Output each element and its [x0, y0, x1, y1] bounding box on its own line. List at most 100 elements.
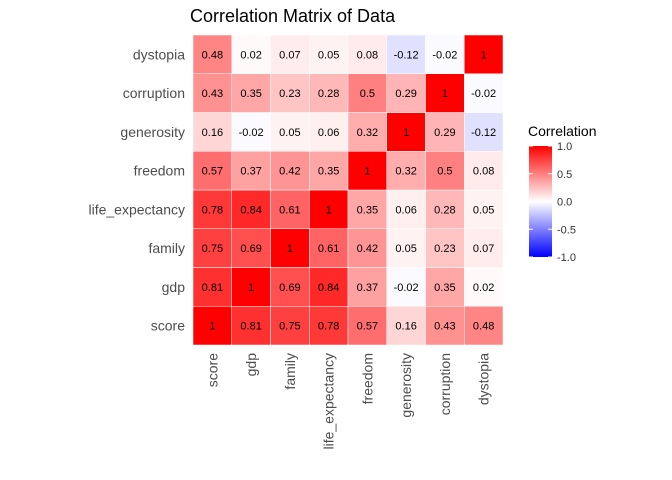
heatmap-cell-gdp-life_expectancy — [309, 267, 349, 307]
cell-value-freedom-corruption: 0.5 — [437, 166, 452, 178]
heatmap-cell-score-gdp — [231, 306, 271, 346]
cell-value-dystopia-generosity: -0.12 — [394, 49, 419, 61]
cell-value-family-dystopia: 0.07 — [473, 243, 494, 255]
cell-value-gdp-score: 0.81 — [202, 282, 223, 294]
heatmap-cell-generosity-freedom — [347, 112, 387, 152]
cell-value-score-generosity: 0.16 — [395, 321, 416, 333]
legend-title: Correlation — [528, 123, 596, 139]
heatmap-cell-corruption-corruption — [425, 73, 465, 113]
y-tick-generosity: generosity — [120, 124, 185, 140]
cell-value-life_expectancy-family: 0.61 — [279, 204, 300, 216]
heatmap-cells — [192, 34, 504, 346]
heatmap-cell-family-freedom — [347, 228, 387, 268]
cell-value-freedom-family: 0.42 — [279, 166, 300, 178]
heatmap-cell-dystopia-freedom — [347, 34, 387, 74]
heatmap-cell-generosity-generosity — [386, 112, 426, 152]
x-tick-corruption: corruption — [437, 353, 453, 415]
cell-value-freedom-life_expectancy: 0.35 — [318, 166, 339, 178]
cell-value-gdp-freedom: 0.37 — [357, 282, 378, 294]
heatmap-cell-life_expectancy-score — [192, 189, 232, 229]
x-axis-tick-labels: score gdp family life_expectancy freedom gene… — [204, 353, 491, 450]
legend-tick-label: 1.0 — [557, 141, 572, 153]
legend-ticks: 1.0 0.5 0.0 -0.5 -1.0 — [529, 141, 576, 264]
cell-value-corruption-dystopia: -0.02 — [471, 88, 496, 100]
x-tick-gdp: gdp — [243, 353, 259, 377]
heatmap-cell-family-life_expectancy — [309, 228, 349, 268]
cell-value-gdp-gdp: 1 — [248, 282, 254, 294]
cell-value-gdp-family: 0.69 — [279, 282, 300, 294]
heatmap-cell-corruption-score — [192, 73, 232, 113]
y-tick-freedom: freedom — [134, 163, 185, 179]
cell-value-corruption-gdp: 0.35 — [240, 88, 261, 100]
heatmap-cell-dystopia-score — [192, 34, 232, 74]
cell-value-score-life_expectancy: 0.78 — [318, 321, 339, 333]
cell-value-dystopia-life_expectancy: 0.05 — [318, 49, 339, 61]
cell-value-life_expectancy-dystopia: 0.05 — [473, 204, 494, 216]
heatmap-cell-life_expectancy-life_expectancy — [309, 189, 349, 229]
x-tick-life_expectancy: life_expectancy — [321, 353, 337, 450]
cell-value-score-corruption: 0.43 — [434, 321, 455, 333]
y-tick-dystopia: dystopia — [133, 46, 185, 62]
cell-value-gdp-corruption: 0.35 — [434, 282, 455, 294]
heatmap-cell-score-generosity — [386, 306, 426, 346]
legend-tick-label: 0.0 — [557, 197, 572, 209]
y-tick-score: score — [151, 318, 185, 334]
heatmap-cell-freedom-freedom — [347, 151, 387, 191]
heatmap-cell-family-corruption — [425, 228, 465, 268]
cell-value-generosity-family: 0.05 — [279, 127, 300, 139]
heatmap-cell-life_expectancy-dystopia — [464, 189, 504, 229]
heatmap-cell-score-score — [192, 306, 232, 346]
cell-value-family-generosity: 0.05 — [395, 243, 416, 255]
heatmap-cell-corruption-generosity — [386, 73, 426, 113]
heatmap-cell-freedom-gdp — [231, 151, 271, 191]
cell-value-generosity-corruption: 0.29 — [434, 127, 455, 139]
cell-value-gdp-life_expectancy: 0.84 — [318, 282, 339, 294]
heatmap-cell-family-family — [270, 228, 310, 268]
cell-value-score-family: 0.75 — [279, 321, 300, 333]
heatmap-cell-dystopia-dystopia — [464, 34, 504, 74]
chart-title: Correlation Matrix of Data — [190, 6, 396, 26]
cell-value-score-gdp: 0.81 — [240, 321, 261, 333]
cell-value-life_expectancy-corruption: 0.28 — [434, 204, 455, 216]
cell-value-corruption-corruption: 1 — [442, 88, 448, 100]
cell-value-life_expectancy-life_expectancy: 1 — [326, 204, 332, 216]
cell-value-dystopia-gdp: 0.02 — [240, 49, 261, 61]
cell-value-dystopia-corruption: -0.02 — [432, 49, 457, 61]
heatmap-cell-dystopia-gdp — [231, 34, 271, 74]
cell-value-gdp-dystopia: 0.02 — [473, 282, 494, 294]
y-tick-family: family — [148, 240, 185, 256]
cell-value-corruption-freedom: 0.5 — [360, 88, 375, 100]
cell-value-generosity-life_expectancy: 0.06 — [318, 127, 339, 139]
heatmap-cell-dystopia-family — [270, 34, 310, 74]
heatmap-cell-family-score — [192, 228, 232, 268]
cell-value-corruption-generosity: 0.29 — [395, 88, 416, 100]
legend-colorbar — [529, 146, 552, 257]
heatmap-cell-generosity-corruption — [425, 112, 465, 152]
heatmap-cell-life_expectancy-family — [270, 189, 310, 229]
heatmap-cell-score-corruption — [425, 306, 465, 346]
cell-value-family-freedom: 0.42 — [357, 243, 378, 255]
x-tick-family: family — [282, 353, 298, 390]
heatmap-cell-family-gdp — [231, 228, 271, 268]
cell-value-dystopia-dystopia: 1 — [481, 49, 487, 61]
cell-value-score-freedom: 0.57 — [357, 321, 378, 333]
cell-value-life_expectancy-generosity: 0.06 — [395, 204, 416, 216]
cell-value-corruption-family: 0.23 — [279, 88, 300, 100]
cell-value-generosity-dystopia: -0.12 — [471, 127, 496, 139]
x-tick-dystopia: dystopia — [476, 353, 492, 405]
cell-value-generosity-gdp: -0.02 — [239, 127, 264, 139]
heatmap-cell-freedom-life_expectancy — [309, 151, 349, 191]
cell-value-life_expectancy-gdp: 0.84 — [240, 204, 261, 216]
heatmap-cell-dystopia-generosity — [386, 34, 426, 74]
heatmap-cell-gdp-dystopia — [464, 267, 504, 307]
cell-value-freedom-dystopia: 0.08 — [473, 166, 494, 178]
y-tick-life_expectancy: life_expectancy — [88, 201, 185, 217]
cell-value-family-corruption: 0.23 — [434, 243, 455, 255]
cell-value-family-family: 1 — [287, 243, 293, 255]
heatmap-cell-labels: 1 0.81 0.75 0.78 0.57 0.16 0.43 0.48 0.81 1 0.69 0.… — [202, 49, 497, 332]
heatmap-cell-corruption-freedom — [347, 73, 387, 113]
cell-value-family-life_expectancy: 0.61 — [318, 243, 339, 255]
cell-value-freedom-freedom: 1 — [364, 166, 370, 178]
heatmap-cell-score-freedom — [347, 306, 387, 346]
